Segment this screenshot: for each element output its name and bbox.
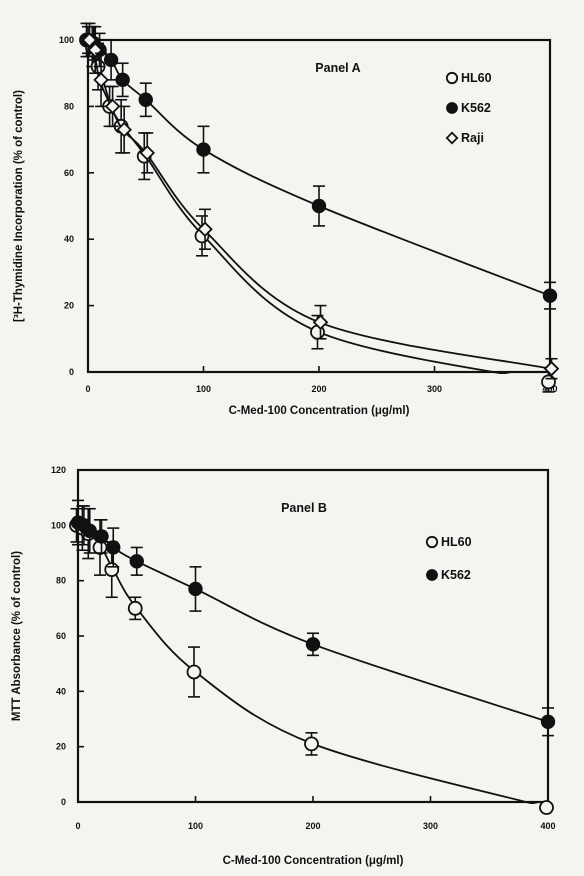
data-point-k562 — [94, 529, 109, 544]
data-point-k562 — [129, 554, 144, 569]
y-tick-label: 120 — [51, 465, 66, 475]
data-point-hl60 — [186, 664, 202, 680]
y-axis-title: MTT Absorbance (% of control) — [11, 551, 23, 721]
x-tick-label: 300 — [427, 384, 442, 394]
data-point-hl60 — [539, 800, 554, 815]
data-point-k562 — [188, 581, 203, 597]
series-line-raji — [88, 39, 550, 370]
y-tick-label: 20 — [64, 301, 74, 311]
data-point-raji — [312, 314, 329, 330]
legend-label-hl60: HL60 — [441, 535, 472, 549]
legend-label-k562: K562 — [461, 101, 491, 115]
data-point-raji — [93, 72, 109, 88]
y-tick-label: 100 — [51, 520, 66, 530]
x-tick-label: 0 — [85, 384, 90, 394]
data-point-hl60 — [304, 736, 319, 752]
data-point-k562 — [542, 288, 558, 303]
data-point-k562 — [311, 198, 327, 214]
panel-a-chart: 0100200300400020406080100C-Med-100 Conce… — [13, 22, 560, 417]
legend-label-k562: K562 — [441, 568, 471, 582]
x-axis-title: C-Med-100 Concentration (μg/ml) — [223, 855, 404, 867]
data-point-raji — [81, 32, 98, 48]
x-axis-title: C-Med-100 Concentration (μg/ml) — [229, 405, 410, 417]
data-point-hl60 — [541, 374, 556, 390]
legend-marker-hl60 — [425, 535, 439, 549]
legend-marker-hl60 — [445, 71, 459, 85]
y-tick-label: 80 — [64, 101, 74, 111]
panel-title: Panel A — [315, 61, 360, 75]
y-tick-label: 20 — [56, 742, 66, 752]
data-point-k562 — [106, 540, 121, 555]
x-tick-label: 0 — [75, 821, 80, 831]
data-point-raji — [543, 360, 560, 377]
y-tick-label: 100 — [59, 35, 74, 45]
data-point-hl60 — [104, 562, 120, 577]
data-point-k562 — [540, 714, 556, 729]
y-tick-label: 40 — [56, 686, 66, 696]
y-tick-label: 60 — [56, 631, 66, 641]
data-point-k562 — [115, 72, 130, 88]
data-point-k562 — [103, 52, 119, 68]
data-point-k562 — [305, 637, 321, 652]
y-tick-label: 0 — [61, 797, 66, 807]
x-tick-label: 300 — [423, 821, 438, 831]
data-point-hl60 — [127, 600, 143, 616]
data-point-raji — [139, 145, 156, 161]
data-point-k562 — [82, 523, 97, 539]
data-point-raji — [197, 221, 213, 238]
legend-label-raji: Raji — [461, 131, 484, 145]
legend-marker-k562 — [426, 569, 438, 581]
panel-title: Panel B — [281, 501, 327, 515]
data-point-k562 — [196, 142, 211, 157]
y-tick-label: 0 — [69, 367, 74, 377]
y-tick-label: 80 — [56, 576, 66, 586]
y-tick-label: 60 — [64, 168, 74, 178]
x-tick-label: 200 — [311, 384, 326, 394]
x-tick-label: 100 — [188, 821, 203, 831]
x-tick-label: 100 — [196, 384, 211, 394]
panel-b-chart: 0 100 200 300 400 0 20 40 60 80 100 120 C-Med-100 Co… — [11, 465, 556, 867]
y-axis-title: [³H-Thymidine Incorporation (% of contro… — [13, 90, 25, 322]
legend-marker-k562 — [446, 102, 458, 114]
data-point-raji — [104, 98, 121, 115]
legend-label-hl60: HL60 — [461, 71, 492, 85]
y-tick-label: 40 — [64, 234, 74, 244]
data-point-raji — [116, 121, 132, 138]
x-tick-label: 400 — [540, 821, 555, 831]
x-tick-label: 200 — [305, 821, 320, 831]
data-point-k562 — [138, 92, 153, 107]
legend-marker-raji — [445, 131, 459, 145]
